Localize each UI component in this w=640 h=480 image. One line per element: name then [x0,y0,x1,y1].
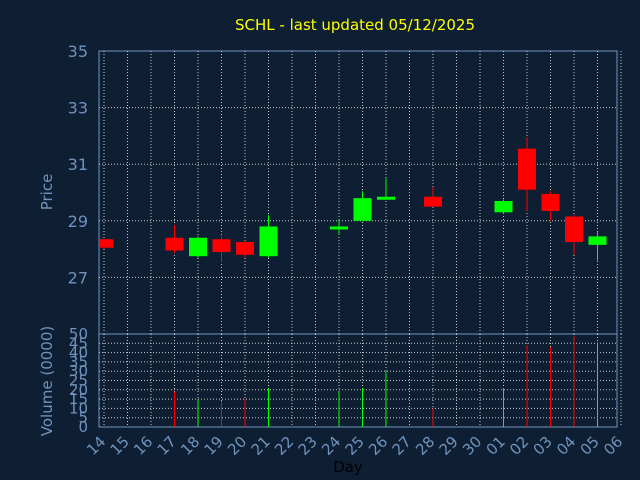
candle-body [541,193,560,211]
x-tick-labels: 1415161718192021222324252627282930010203… [83,433,626,459]
candle-body [424,196,442,207]
candle-body [212,239,231,252]
volume-y-tick-label: 30 [69,362,88,380]
chart-title: SCHL - last updated 05/12/2025 [235,16,475,34]
volume-y-tick-label: 20 [69,381,88,399]
candle-body [494,200,513,213]
volume-y-tick-label: 15 [69,390,88,408]
volume-y-tick-label: 45 [69,334,88,352]
candle [377,178,395,200]
candle [165,225,184,254]
candle-body [353,198,372,221]
candle [424,186,442,207]
price-y-tick-label: 29 [68,212,88,231]
candle-body [565,216,583,243]
candle [236,240,254,258]
volume-y-tick-label: 5 [78,409,88,427]
price-y-tick-label: 35 [68,42,88,61]
candle [189,236,207,258]
candle [353,191,372,221]
volume-y-tick-label: 40 [69,344,88,362]
price-y-tick-label: 31 [68,155,88,174]
candle [100,239,113,250]
price-y-tick-label: 33 [68,99,88,118]
candle-body [165,237,184,251]
candle [212,236,231,262]
candle [588,232,607,261]
candle [518,137,536,211]
candle-body [588,236,607,245]
candle-body [518,148,536,190]
candle [565,215,583,255]
candle [330,219,348,235]
price-y-tick-label: 27 [68,268,88,287]
candle-body [330,226,348,230]
candle [541,191,560,221]
candle-body [100,239,113,248]
candle [494,199,513,214]
volume-y-tick-label: 25 [69,372,88,390]
volume-y-tick-label: 35 [69,353,88,371]
price-axis-label: Price [38,174,56,211]
volume-y-tick-label: 50 [69,325,88,343]
price-y-tick-labels: 27 29 31 33 35 [68,42,88,287]
volume-y-tick-label: 0 [78,418,88,436]
candle-body [236,242,254,255]
volume-axis-label: Volume (0000) [38,326,56,436]
candle-body [377,196,395,200]
candle-body [189,237,207,257]
candle-body [259,226,278,257]
candle [259,215,278,258]
volume-y-tick-label: 10 [69,399,88,417]
volume-series [174,335,598,427]
candlestick-series [100,137,607,262]
x-axis-label: Day [333,458,363,476]
